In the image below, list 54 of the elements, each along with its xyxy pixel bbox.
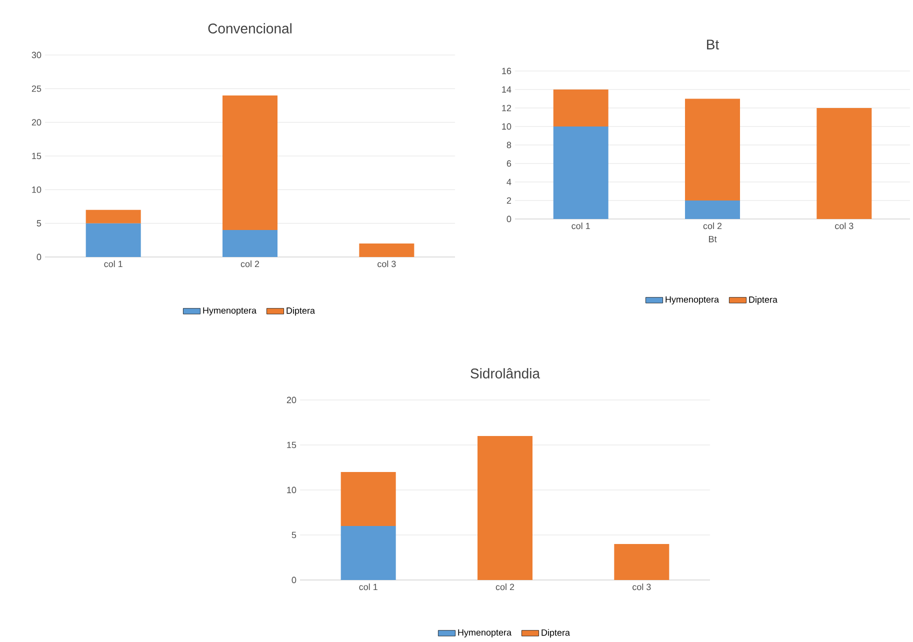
x-axis-title: Bt (708, 236, 717, 242)
chart-title: Convencional (208, 23, 292, 34)
legend-label: Diptera (749, 296, 778, 305)
y-tick-label: 30 (32, 52, 42, 58)
x-tick-label: col 1 (104, 260, 122, 268)
y-tick-label: 10 (32, 186, 42, 193)
y-tick-label: 16 (502, 68, 512, 74)
y-tick-label: 8 (506, 142, 512, 148)
legend-label: Hymenoptera (203, 307, 256, 316)
x-tick-label: col 1 (572, 222, 590, 230)
bar (553, 126, 608, 219)
legend-label: Diptera (286, 307, 315, 316)
y-tick-label: 4 (506, 178, 512, 186)
bar (816, 108, 872, 219)
y-tick-label: 2 (506, 197, 512, 204)
y-tick-label: 20 (286, 396, 296, 404)
y-tick-label: 0 (36, 254, 42, 260)
y-tick-label: 15 (32, 152, 42, 160)
x-tick-label: col 1 (359, 584, 378, 590)
bar (222, 95, 278, 230)
bar (685, 200, 740, 219)
x-tick-label: col 3 (632, 584, 651, 590)
y-tick-label: 20 (32, 119, 42, 126)
y-tick-label: 10 (287, 486, 296, 494)
y-tick-label: 6 (506, 160, 512, 167)
y-tick-label: 15 (287, 442, 296, 448)
bar (359, 244, 414, 257)
bar (614, 544, 670, 580)
y-tick-label: 0 (506, 216, 512, 222)
y-tick-label: 12 (502, 104, 512, 112)
bar (685, 98, 740, 200)
chart-title: Bt (707, 40, 720, 50)
y-tick-label: 14 (502, 86, 512, 93)
bar (86, 223, 141, 257)
legend-label: Hymenoptera (666, 296, 719, 304)
bar (553, 89, 608, 126)
x-tick-label: col 2 (496, 584, 514, 590)
bar (340, 472, 396, 526)
x-tick-label: col 2 (240, 260, 260, 268)
y-tick-label: 5 (36, 220, 42, 226)
bar (222, 230, 278, 257)
x-tick-label: col 2 (703, 222, 722, 230)
legend-label: Diptera (542, 629, 570, 638)
y-tick-label: 25 (32, 85, 42, 92)
y-tick-label: 10 (502, 123, 512, 130)
bar (86, 210, 141, 224)
legend-label: Hymenoptera (458, 629, 512, 638)
y-tick-label: 5 (292, 532, 296, 538)
chart-title: Sidrolândia (470, 368, 540, 378)
bar (340, 526, 396, 580)
x-tick-label: col 3 (378, 260, 396, 268)
y-tick-label: 0 (292, 576, 296, 584)
x-tick-label: col 3 (835, 222, 854, 230)
bar (478, 436, 533, 580)
